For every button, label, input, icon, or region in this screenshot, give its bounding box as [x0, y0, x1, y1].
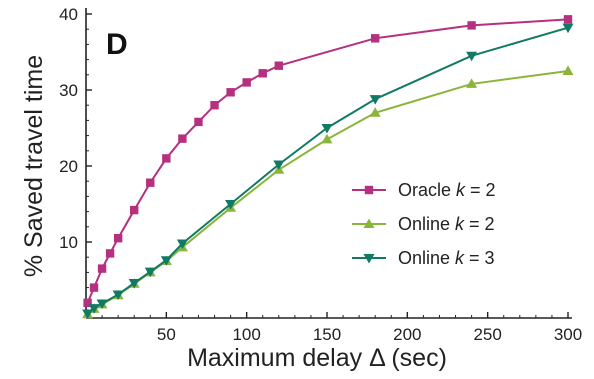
data-point	[273, 160, 285, 170]
data-point	[89, 283, 99, 292]
data-point	[563, 15, 573, 24]
data-point	[467, 21, 476, 30]
data-point	[321, 124, 333, 134]
legend-marker	[364, 185, 374, 195]
series-1	[83, 15, 573, 307]
legend-marker	[363, 254, 375, 264]
data-point	[371, 34, 380, 43]
axes: 50 100 150 200 250 300 10 20 30 40	[59, 5, 582, 344]
y-tick-label: 20	[59, 157, 78, 176]
data-point	[128, 279, 140, 289]
series-line	[86, 70, 569, 315]
series-line	[86, 18, 569, 304]
x-tick-label: 300	[554, 325, 582, 344]
data-point	[83, 298, 92, 307]
data-point	[176, 239, 188, 250]
data-point	[226, 88, 235, 97]
series-2	[82, 65, 574, 319]
y-tick-label: 30	[59, 81, 78, 100]
series-3	[82, 23, 574, 319]
data-point	[162, 154, 171, 163]
x-tick-label: 150	[313, 325, 341, 344]
data-point	[130, 205, 139, 215]
legend-marker	[363, 218, 375, 228]
data-point	[96, 299, 108, 310]
data-point	[178, 134, 187, 143]
data-point	[242, 78, 251, 87]
y-tick-label: 40	[59, 5, 78, 24]
panel-label: D	[106, 28, 128, 61]
legend: Oracle k = 2 Online k = 2 Online k = 3	[352, 180, 496, 268]
y-axis-title: % Saved travel time	[20, 55, 48, 277]
data-point	[274, 61, 283, 70]
data-point	[88, 304, 100, 314]
data-point	[466, 51, 478, 62]
data-point	[97, 264, 107, 273]
data-point	[369, 95, 381, 105]
data-point	[369, 107, 381, 117]
data-point	[194, 117, 203, 127]
data-point	[160, 256, 172, 266]
data-point	[210, 101, 219, 110]
data-point	[82, 309, 94, 319]
data-point	[113, 234, 123, 243]
data-point	[562, 23, 574, 34]
data-point	[112, 290, 124, 300]
data-point	[466, 78, 478, 88]
legend-label: Online k = 3	[398, 248, 495, 268]
data-point	[258, 69, 267, 78]
series-line	[86, 26, 569, 315]
data-point	[562, 65, 574, 75]
data-point	[144, 267, 156, 278]
x-tick-label: 50	[157, 325, 176, 344]
data-point	[105, 249, 115, 258]
y-tick-label: 10	[59, 233, 78, 252]
x-axis-title: Maximum delay Δ (sec)	[187, 344, 447, 372]
series-layer	[82, 15, 574, 319]
data-point	[225, 200, 237, 210]
legend-label: Oracle k = 2	[398, 180, 496, 200]
x-tick-label: 250	[473, 325, 501, 344]
x-tick-label: 100	[232, 325, 260, 344]
legend-label: Online k = 2	[398, 214, 495, 234]
x-tick-label: 200	[393, 325, 421, 344]
data-point	[146, 178, 155, 187]
data-point	[321, 133, 333, 144]
